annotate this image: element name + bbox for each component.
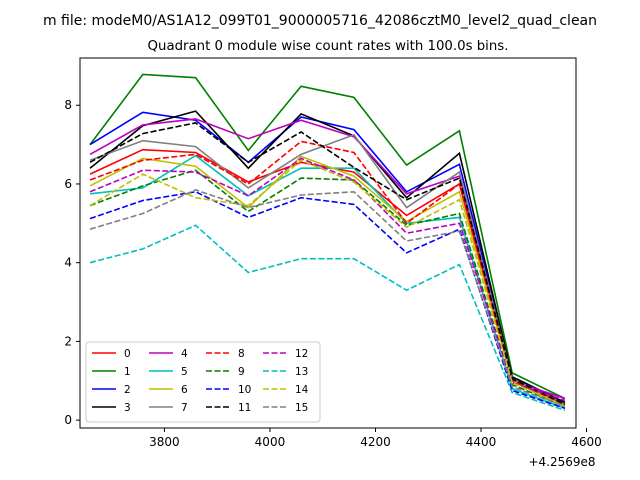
legend-label-0: 0: [124, 348, 131, 360]
legend-label-3: 3: [124, 402, 131, 414]
plot-frame: [79, 57, 577, 429]
legend-label-10: 10: [238, 384, 251, 396]
x-tick-label: 3800: [149, 435, 180, 449]
legend-label-7: 7: [181, 402, 188, 414]
chart-title: Quadrant 0 module wise count rates with …: [148, 39, 509, 54]
series-line-11: [89, 122, 566, 406]
legend-label-13: 13: [295, 366, 308, 378]
legend-label-11: 11: [238, 402, 251, 414]
series-line-1: [89, 73, 566, 400]
legend-label-5: 5: [181, 366, 188, 378]
legend-label-15: 15: [295, 402, 308, 414]
y-tick-label: 8: [64, 98, 72, 112]
series-line-15: [89, 189, 566, 408]
series-line-12: [89, 157, 566, 402]
x-tick-label: 4400: [466, 435, 497, 449]
legend-box: [85, 341, 321, 423]
legend-label-4: 4: [181, 348, 188, 360]
y-tick-label: 4: [64, 256, 72, 270]
legend-label-8: 8: [238, 348, 245, 360]
x-offset-label: +4.2569e8: [528, 455, 595, 469]
legend-label-14: 14: [295, 384, 309, 396]
series-line-14: [89, 159, 566, 408]
y-tick-label: 2: [64, 334, 72, 348]
series-line-8: [89, 140, 566, 406]
legend-label-6: 6: [181, 384, 188, 396]
y-tick-label: 0: [64, 413, 72, 427]
y-tick-label: 6: [64, 177, 72, 191]
legend-label-12: 12: [295, 348, 308, 360]
x-tick-label: 4600: [571, 435, 602, 449]
series-line-13: [89, 224, 566, 412]
series-line-6: [89, 155, 566, 408]
series-line-2: [89, 111, 566, 404]
legend-label-2: 2: [124, 384, 131, 396]
legend-label-1: 1: [124, 366, 131, 378]
series-line-10: [89, 190, 566, 410]
series-line-3: [89, 110, 566, 404]
chart-suptitle: m file: modeM0/AS1A12_099T01_9000005716_…: [43, 13, 597, 29]
x-tick-label: 4000: [255, 435, 286, 449]
axis-ticks: 3800 4000 4200 4400 4600 0 2 4 6 8: [64, 98, 601, 449]
legend-label-9: 9: [238, 366, 245, 378]
x-tick-label: 4200: [360, 435, 391, 449]
series-line-9: [89, 169, 566, 408]
plot-lines: [89, 73, 566, 412]
